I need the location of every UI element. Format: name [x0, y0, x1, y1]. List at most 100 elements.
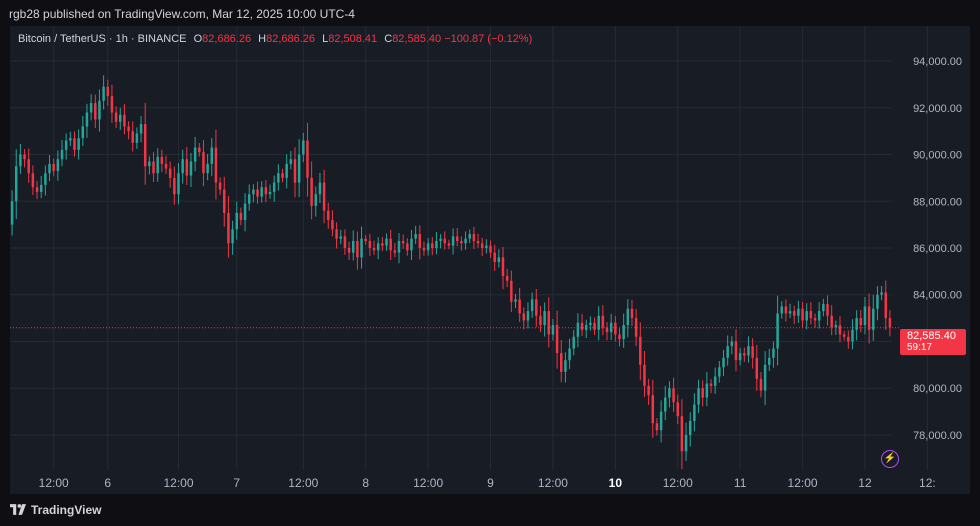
candle [356, 231, 359, 270]
candle [476, 233, 480, 248]
candle [368, 233, 372, 257]
candle [94, 94, 97, 129]
candle-body [368, 240, 372, 248]
candle-body [676, 402, 679, 417]
candle [268, 184, 272, 199]
candle-body [643, 364, 646, 386]
candle-body [27, 159, 30, 174]
candle [539, 305, 542, 333]
candle-body [522, 313, 526, 321]
candle [173, 166, 176, 205]
candle-body [264, 187, 268, 195]
candle-body [830, 315, 833, 328]
candle-body [851, 329, 854, 342]
candle-body [518, 299, 521, 314]
candle-body [447, 243, 451, 246]
candle [867, 293, 871, 344]
candle-body [809, 311, 813, 319]
candle-body [817, 311, 821, 321]
x-tick-label: 12:00 [413, 476, 443, 490]
candle-body [618, 334, 621, 340]
candle [543, 302, 546, 337]
candle-body [281, 173, 284, 178]
candle [514, 293, 517, 309]
candle [148, 156, 151, 175]
candle-body [884, 292, 888, 319]
candle-body [393, 250, 397, 253]
candle-body [148, 161, 151, 167]
candle-body [364, 238, 367, 241]
candle [114, 106, 118, 128]
candle [763, 351, 767, 406]
candle [709, 378, 713, 394]
candle-body [743, 353, 746, 356]
candle-body [493, 252, 496, 263]
candle [152, 151, 155, 182]
chart-panel[interactable] [10, 26, 970, 494]
candle [231, 220, 234, 255]
candle [64, 133, 68, 160]
candle [493, 244, 496, 271]
candle-body [543, 311, 546, 326]
candle [455, 228, 459, 247]
candle [19, 143, 22, 175]
candle-body [81, 126, 85, 139]
candle [726, 335, 729, 366]
candle [772, 341, 775, 368]
candle-body [227, 212, 230, 244]
candle-body [318, 182, 322, 195]
candle-body [726, 346, 729, 358]
candle [272, 175, 276, 202]
candle [859, 310, 863, 333]
candle [643, 350, 646, 397]
candle [614, 315, 617, 342]
candle [35, 180, 39, 200]
candle [239, 207, 243, 226]
candle-body [634, 318, 638, 337]
candle [680, 399, 684, 470]
candle-body [659, 411, 663, 431]
candle-body [539, 315, 542, 326]
candle [713, 367, 717, 394]
lightning-icon[interactable]: ⚡ [881, 450, 899, 468]
candle-body [747, 346, 750, 356]
time-axis[interactable]: 12:00 6 12:00 7 12:00 8 12:00 9 12:00 10 12:00 11 12… [39, 476, 936, 490]
price-axis[interactable]: 78,000.0080,000.0082,000.0084,000.0086,0… [913, 56, 962, 442]
candle [331, 210, 334, 237]
candle [784, 299, 788, 322]
candle-body [331, 219, 334, 230]
candle-body [792, 311, 796, 316]
candle [485, 239, 488, 254]
candle [52, 158, 55, 177]
candle [805, 303, 808, 330]
candle [210, 138, 214, 177]
candle [472, 226, 476, 250]
candle [223, 176, 226, 227]
candle [106, 79, 110, 106]
candle [480, 237, 484, 257]
candle-body [597, 315, 600, 330]
candle-body [664, 397, 667, 412]
candle-body [168, 168, 172, 178]
candle-body [784, 306, 788, 314]
candle [185, 146, 189, 186]
candle-body [410, 238, 413, 251]
candle [634, 308, 638, 347]
candle-body [547, 311, 551, 335]
ohlc-legend[interactable]: Bitcoin / TetherUS · 1h · BINANCE O82,68… [18, 33, 532, 45]
candle [414, 225, 417, 245]
candle-body [114, 112, 118, 122]
high-label: H [258, 33, 267, 45]
x-tick-label: 12:00 [663, 476, 693, 490]
candle-body [580, 322, 584, 330]
candle-body [60, 149, 64, 160]
candle [85, 103, 89, 138]
candle-body [414, 233, 417, 239]
candle [822, 298, 825, 317]
candle [139, 116, 143, 143]
candle [647, 378, 650, 406]
candle-body [630, 308, 634, 319]
candle-body [160, 156, 164, 164]
